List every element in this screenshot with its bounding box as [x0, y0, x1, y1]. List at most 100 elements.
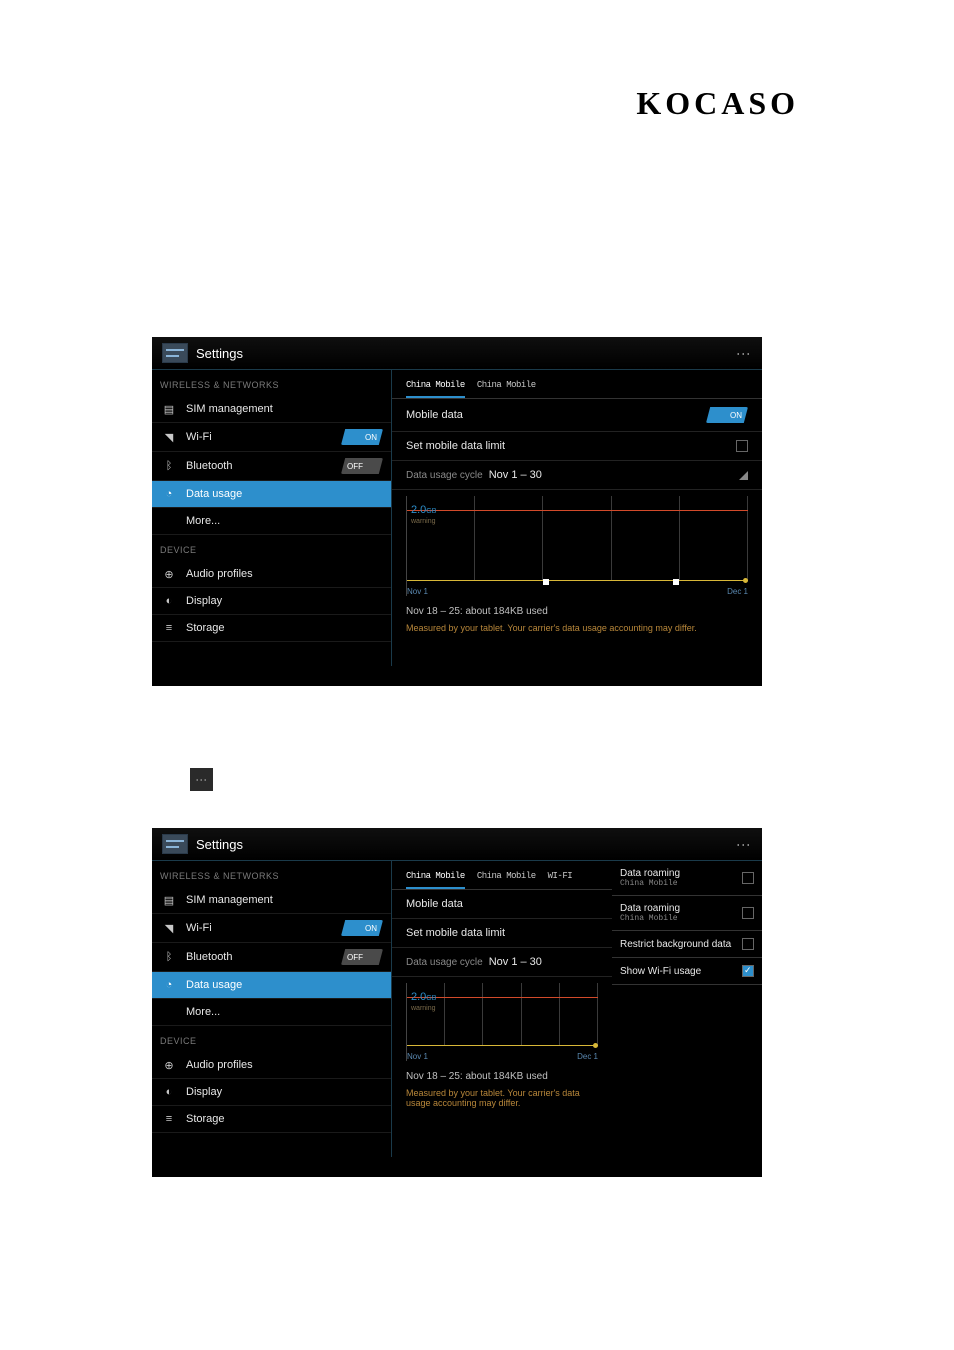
sidebar-label: Audio profiles — [186, 1059, 253, 1071]
roaming-1-checkbox[interactable] — [742, 872, 754, 884]
chart-x-right: Dec 1 — [727, 587, 748, 596]
sidebar: WIRELESS & NETWORKS ▤SIM management ◥ Wi-… — [152, 861, 392, 1158]
data-usage-icon: ◔ — [162, 978, 176, 992]
cycle-row[interactable]: Data usage cycle Nov 1 – 30 — [392, 948, 612, 977]
sidebar-item-bluetooth[interactable]: ᛒ Bluetooth OFF — [152, 943, 391, 972]
data-usage-chart[interactable]: 2.0GB warning Nov 1 Dec 1 — [406, 983, 598, 1061]
sidebar-label: Storage — [186, 1113, 225, 1125]
bottombar — [152, 1157, 762, 1177]
sidebar-label: Bluetooth — [186, 951, 232, 963]
sidebar-item-sim[interactable]: ▤SIM management — [152, 887, 391, 914]
sidebar-item-bluetooth[interactable]: ᛒ Bluetooth OFF — [152, 452, 391, 481]
sidebar-label: More... — [186, 515, 220, 527]
bluetooth-icon: ᛒ — [162, 950, 176, 964]
sidebar-item-sim[interactable]: ▤ SIM management — [152, 396, 391, 423]
brand-logo: KOCASO — [636, 85, 799, 122]
sidebar-label: SIM management — [186, 403, 273, 415]
chart-warning-text: warning — [411, 1005, 436, 1012]
sidebar-label: Wi-Fi — [186, 922, 212, 934]
menu-item-show-wifi[interactable]: Show Wi-Fi usage — [612, 958, 762, 985]
sidebar-item-storage[interactable]: ≡Storage — [152, 1106, 391, 1133]
menu-label: Data roaming — [620, 868, 680, 879]
overflow-menu-icon[interactable]: ⋮ — [736, 347, 752, 360]
tab-sim1[interactable]: China Mobile — [406, 376, 465, 398]
wifi-toggle[interactable]: ON — [341, 920, 383, 936]
tabs: China Mobile China Mobile — [392, 370, 762, 399]
cycle-value: Nov 1 – 30 — [489, 956, 542, 968]
titlebar-left: Settings — [162, 834, 243, 854]
sidebar-item-audio[interactable]: ⊕ Audio profiles — [152, 1052, 391, 1079]
set-limit-checkbox[interactable] — [736, 440, 748, 452]
sidebar-item-more[interactable]: More... — [152, 999, 391, 1026]
audio-icon: ⊕ — [162, 567, 176, 581]
sidebar-item-wifi[interactable]: ◥Wi-Fi ON — [152, 423, 391, 452]
tab-sim2[interactable]: China Mobile — [477, 867, 536, 889]
chart-value: 2.0GB — [411, 504, 436, 516]
chart-warning-line[interactable] — [407, 510, 748, 511]
menu-label: Show Wi-Fi usage — [620, 966, 701, 977]
main-center: China Mobile China Mobile WI-FI Mobile d… — [392, 861, 612, 1158]
bluetooth-toggle[interactable]: OFF — [341, 949, 383, 965]
sidebar-item-display[interactable]: ◐ Display — [152, 1079, 391, 1106]
inline-menu-icon: ⋮ — [190, 768, 213, 791]
sidebar-label: More... — [186, 1006, 220, 1018]
bluetooth-icon: ᛒ — [162, 459, 176, 473]
sidebar-label: Display — [186, 1086, 222, 1098]
signal-icon — [739, 471, 748, 480]
sidebar-label: Storage — [186, 622, 225, 634]
mobile-data-row[interactable]: Mobile data — [392, 890, 612, 919]
mobile-data-row[interactable]: Mobile data ON — [392, 399, 762, 432]
sidebar-item-display[interactable]: ◐Display — [152, 588, 391, 615]
wifi-toggle[interactable]: ON — [341, 429, 383, 445]
usage-summary: Nov 18 – 25: about 184KB used — [392, 602, 762, 621]
sidebar-item-wifi[interactable]: ◥ Wi-Fi ON — [152, 914, 391, 943]
set-limit-row[interactable]: Set mobile data limit — [392, 919, 612, 948]
chart-data-line — [407, 580, 748, 581]
usage-disclaimer: Measured by your tablet. Your carrier's … — [392, 1086, 612, 1110]
set-limit-row[interactable]: Set mobile data limit — [392, 432, 762, 461]
section-wireless: WIRELESS & NETWORKS — [152, 370, 391, 396]
menu-item-roaming-2[interactable]: Data roamingChina Mobile — [612, 896, 762, 931]
wifi-icon: ◥ — [162, 430, 176, 444]
sim-icon: ▤ — [162, 402, 176, 416]
menu-item-roaming-1[interactable]: Data roamingChina Mobile — [612, 861, 762, 896]
cycle-value: Nov 1 – 30 — [489, 469, 542, 481]
storage-icon: ≡ — [162, 621, 176, 635]
chart-handle-right[interactable] — [673, 579, 679, 585]
chart-data-line — [407, 1045, 598, 1046]
display-icon: ◐ — [162, 1085, 176, 1099]
show-wifi-checkbox[interactable] — [742, 965, 754, 977]
chart-dot — [743, 578, 748, 583]
mobile-data-label: Mobile data — [406, 898, 463, 910]
mobile-data-toggle[interactable]: ON — [706, 407, 748, 423]
menu-item-restrict-bg[interactable]: Restrict background data — [612, 931, 762, 958]
sidebar-label: Display — [186, 595, 222, 607]
chart-x-right: Dec 1 — [577, 1052, 598, 1061]
usage-disclaimer: Measured by your tablet. Your carrier's … — [392, 621, 762, 635]
audio-icon: ⊕ — [162, 1058, 176, 1072]
wifi-icon: ◥ — [162, 921, 176, 935]
roaming-2-checkbox[interactable] — [742, 907, 754, 919]
section-device: DEVICE — [152, 535, 391, 561]
sidebar-item-storage[interactable]: ≡ Storage — [152, 615, 391, 642]
chart-x-left: Nov 1 — [407, 587, 428, 596]
tab-sim1[interactable]: China Mobile — [406, 867, 465, 889]
tab-wifi[interactable]: WI-FI — [548, 867, 573, 889]
restrict-bg-checkbox[interactable] — [742, 938, 754, 950]
sidebar-label: Bluetooth — [186, 460, 232, 472]
tab-sim2[interactable]: China Mobile — [477, 376, 536, 398]
sidebar-item-audio[interactable]: ⊕ Audio profiles — [152, 561, 391, 588]
cycle-prefix: Data usage cycle — [406, 957, 483, 968]
blank-icon — [162, 1005, 176, 1019]
sidebar-item-data-usage[interactable]: ◔Data usage — [152, 972, 391, 999]
sidebar-label: Audio profiles — [186, 568, 253, 580]
overflow-menu-icon[interactable]: ⋮ — [736, 838, 752, 851]
bluetooth-toggle[interactable]: OFF — [341, 458, 383, 474]
data-usage-chart[interactable]: 2.0GB warning Nov 1 Dec 1 — [406, 496, 748, 596]
settings-app-icon — [162, 343, 188, 363]
cycle-row[interactable]: Data usage cycle Nov 1 – 30 — [392, 461, 762, 490]
sidebar-item-more[interactable]: More... — [152, 508, 391, 535]
sidebar-item-data-usage[interactable]: ◔Data usage — [152, 481, 391, 508]
chart-handle-left[interactable] — [543, 579, 549, 585]
section-wireless: WIRELESS & NETWORKS — [152, 861, 391, 887]
